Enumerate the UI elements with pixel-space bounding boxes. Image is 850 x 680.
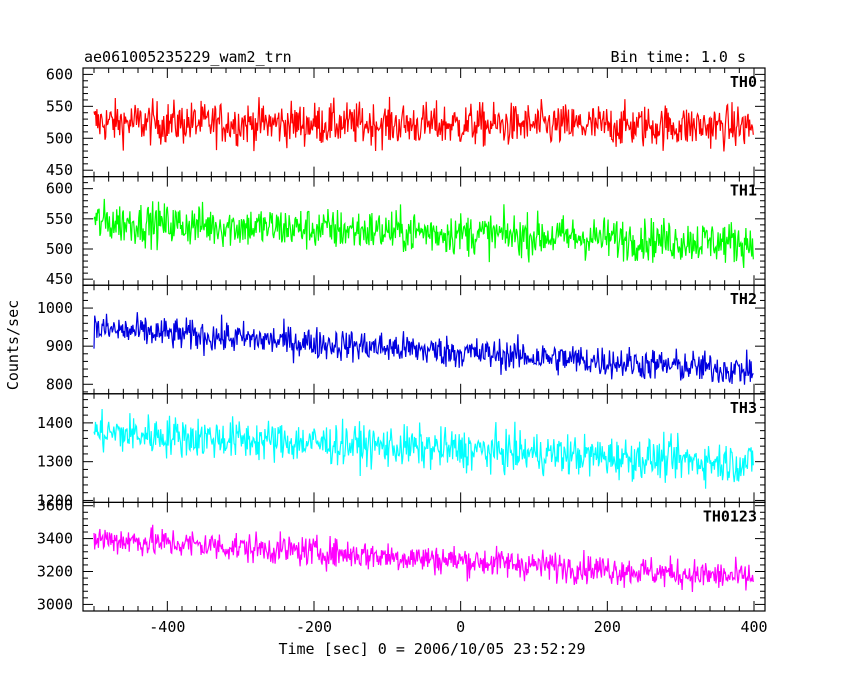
panels-group: 450 500 550 600 TH0 450 500 550 600 TH1 800 900 1000… [37,65,766,613]
x-axis: -400 -200 0 200 400 [149,618,767,636]
panel-label: TH0123 [703,507,757,525]
panel-th2: 800 900 1000 TH2 [37,284,766,395]
y-tick-label: 600 [46,180,73,198]
y-tick-label: 3000 [37,595,73,613]
x-tick-label: 200 [594,618,621,636]
series-line-th0123 [93,524,754,593]
series-line-th3 [93,408,754,489]
panel-frame [82,393,766,503]
y-tick-label: 1200 [37,491,73,509]
panel-label: TH3 [730,399,757,417]
x-tick-label: -400 [149,618,185,636]
panel-th1: 450 500 550 600 TH1 [46,176,766,288]
panel-label: TH1 [730,182,757,200]
panel-label: TH2 [730,290,757,308]
y-tick-label: 1300 [37,453,73,471]
series-line-th1 [93,198,754,268]
y-tick-label: 3400 [37,530,73,548]
y-tick-label: 500 [46,129,73,147]
y-tick-label: 3600 [37,497,73,515]
y-tick-label: 1400 [37,414,73,432]
y-tick-label: 450 [46,270,73,288]
y-tick-label: 600 [46,65,73,83]
x-tick-label: -200 [296,618,332,636]
y-tick-label: 500 [46,240,73,258]
y-tick-label: 800 [46,375,73,393]
chart-title: ae061005235229_wam2_trn [84,48,292,66]
panel-th0123: 3000 3200 3400 3600 TH0123 [37,497,766,613]
x-tick-label: 0 [456,618,465,636]
y-tick-label: 3200 [37,563,73,581]
panel-frame [82,501,766,612]
x-tick-label: 400 [740,618,767,636]
x-axis-label: Time [sec] 0 = 2006/10/05 23:52:29 [278,640,585,658]
y-axis-label: Counts/sec [4,300,22,390]
bin-time-label: Bin time: 1.0 s [611,48,746,66]
series-line-th2 [93,312,754,385]
panel-th0: 450 500 550 600 TH0 [46,65,766,179]
y-tick-label: 900 [46,337,73,355]
panel-th3: 1200 1300 1400 TH3 [37,393,766,509]
panel-label: TH0 [730,73,757,91]
series-line-th0 [93,96,754,152]
y-tick-label: 450 [46,161,73,179]
y-tick-label: 1000 [37,299,73,317]
panel-frame [82,284,766,395]
y-tick-label: 550 [46,210,73,228]
y-tick-label: 550 [46,97,73,115]
